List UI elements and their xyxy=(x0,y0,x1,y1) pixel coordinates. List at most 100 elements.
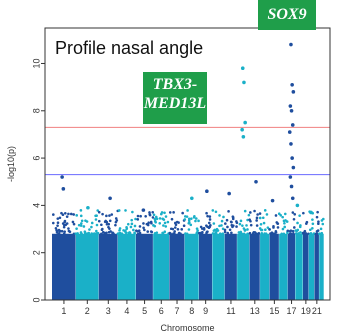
snp-point xyxy=(56,224,59,227)
snp-point xyxy=(243,229,247,232)
peak-point xyxy=(289,42,293,47)
snp-point xyxy=(315,232,319,236)
chromosome-band-11 xyxy=(224,233,237,300)
snp-point xyxy=(120,232,124,236)
snp-point xyxy=(152,213,156,217)
snp-point xyxy=(100,228,104,232)
chromosome-band-14 xyxy=(260,233,270,300)
gene-label-tbx3-med13l: TBX3- MED13L xyxy=(143,72,207,124)
snp-point xyxy=(311,226,314,230)
peak-point xyxy=(61,187,66,191)
snp-point xyxy=(289,232,293,236)
snp-point xyxy=(56,217,60,220)
snp-point xyxy=(63,230,66,233)
x-tick-label: 6 xyxy=(159,306,164,316)
snp-point xyxy=(228,228,232,232)
snp-point xyxy=(94,214,97,218)
snp-point xyxy=(246,232,249,236)
peak-point xyxy=(190,196,194,201)
peak-point xyxy=(241,135,246,139)
snp-point xyxy=(95,223,99,227)
snp-point xyxy=(281,215,284,219)
snp-point xyxy=(264,228,267,232)
peak-point xyxy=(86,205,90,210)
snp-point xyxy=(108,214,111,217)
snp-point xyxy=(253,209,256,213)
snp-point xyxy=(295,232,299,236)
snp-point xyxy=(293,226,296,229)
snp-point xyxy=(143,228,146,232)
snp-point xyxy=(199,231,202,235)
snp-point xyxy=(150,230,154,234)
snp-point xyxy=(258,212,262,215)
snp-point xyxy=(225,218,229,222)
snp-point xyxy=(60,211,63,215)
snp-point xyxy=(142,222,145,225)
snp-point xyxy=(274,214,278,217)
snp-point xyxy=(187,228,191,231)
snp-point xyxy=(75,227,78,230)
peak-point xyxy=(290,156,294,160)
snp-point xyxy=(281,227,285,231)
snp-point xyxy=(231,215,235,218)
snp-point xyxy=(249,219,252,223)
peak-points xyxy=(60,42,313,215)
chromosome-band-3 xyxy=(98,233,118,300)
snp-point xyxy=(137,229,141,233)
snp-point xyxy=(159,212,163,216)
snp-point xyxy=(136,214,140,218)
snp-point xyxy=(273,232,276,236)
snp-point xyxy=(154,221,157,224)
snp-point xyxy=(291,229,295,233)
snp-point xyxy=(206,225,209,229)
snp-point xyxy=(283,225,287,229)
snp-point xyxy=(258,216,262,220)
snp-point xyxy=(190,217,193,220)
peak-point xyxy=(240,127,244,132)
snp-point xyxy=(114,217,118,220)
snp-point xyxy=(51,221,55,225)
snp-point xyxy=(131,210,134,214)
threshold-lines xyxy=(45,126,330,176)
chromosome-band-16 xyxy=(279,233,288,300)
snp-point xyxy=(130,218,134,222)
snp-point xyxy=(57,229,61,232)
snp-point xyxy=(72,213,75,216)
snp-point xyxy=(75,214,79,217)
snp-point xyxy=(226,231,230,235)
snp-point xyxy=(110,213,114,216)
snp-point xyxy=(118,227,122,230)
snp-point xyxy=(58,216,62,220)
snp-point xyxy=(55,228,58,232)
snp-point xyxy=(101,230,105,234)
peak-point xyxy=(288,175,293,179)
peak-point xyxy=(290,123,295,127)
snp-point xyxy=(222,215,225,219)
snp-point xyxy=(245,224,248,227)
snp-point xyxy=(259,222,263,226)
snp-point xyxy=(112,232,115,235)
snp-point xyxy=(317,222,320,226)
snp-point xyxy=(177,221,180,224)
snp-point xyxy=(185,215,189,218)
snp-point xyxy=(270,231,274,235)
snp-point xyxy=(177,231,181,235)
snp-point xyxy=(291,211,295,214)
snp-point xyxy=(282,232,286,236)
snp-point xyxy=(255,216,259,220)
snp-point xyxy=(283,221,286,225)
snp-point xyxy=(84,219,87,222)
snp-point xyxy=(69,212,73,216)
snp-point xyxy=(150,221,153,225)
snp-point xyxy=(317,220,320,223)
snp-point xyxy=(263,209,267,212)
snp-point xyxy=(185,232,189,236)
snp-point xyxy=(292,232,295,236)
snp-point xyxy=(301,231,305,235)
snp-point xyxy=(74,232,78,235)
snp-point xyxy=(63,211,67,215)
snp-point xyxy=(268,228,271,231)
snp-point xyxy=(154,215,158,219)
snp-point xyxy=(174,223,178,227)
snp-point xyxy=(188,221,191,224)
